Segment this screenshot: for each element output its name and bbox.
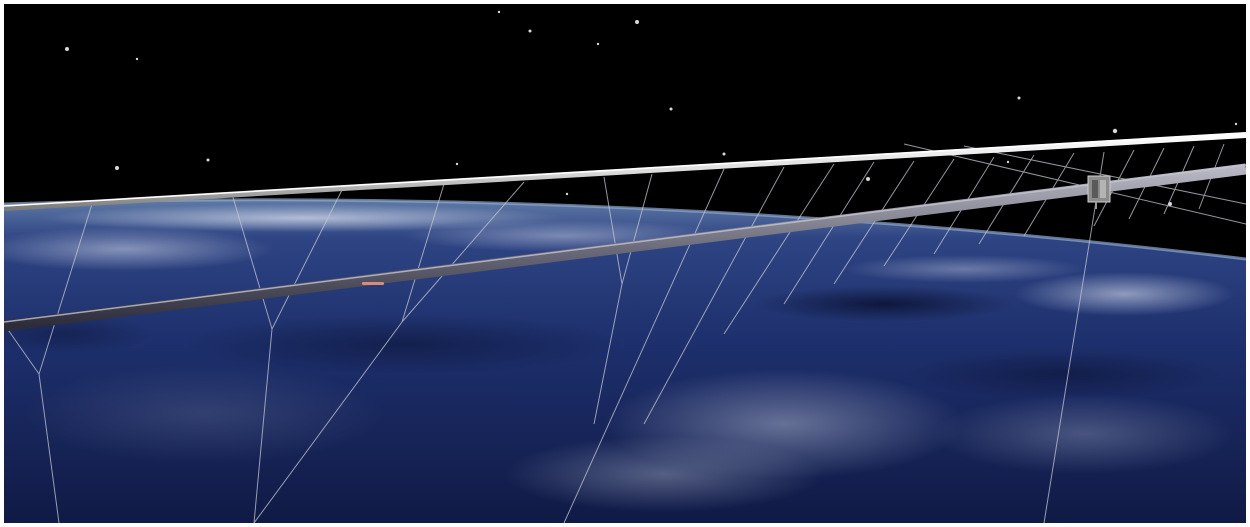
transit-tube	[4, 163, 1246, 332]
orbital-rail	[4, 132, 1246, 211]
star-field	[65, 10, 1238, 206]
satellite-icon	[1087, 175, 1111, 209]
earth-surface	[4, 198, 1246, 523]
render-viewport	[4, 4, 1246, 523]
tether-lines	[4, 143, 1246, 523]
space-scene	[4, 10, 1246, 523]
marker-icon	[362, 282, 384, 285]
